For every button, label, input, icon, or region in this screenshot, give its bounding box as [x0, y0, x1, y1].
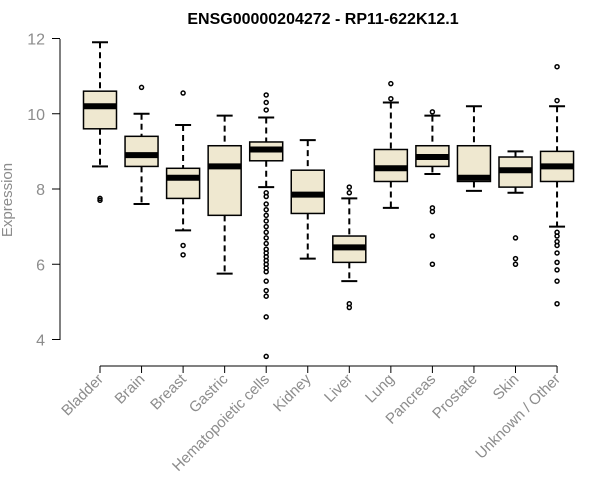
- box-group: [373, 80, 409, 209]
- outlier-point: [429, 233, 436, 239]
- y-axis-ticks: 4 6 8 10 12: [27, 32, 60, 350]
- chart-title: ENSG00000204272 - RP11-622K12.1: [187, 11, 458, 28]
- box-group: [290, 139, 325, 260]
- outlier-point: [263, 240, 269, 247]
- outlier-point: [263, 229, 269, 236]
- outlier-point: [554, 242, 560, 249]
- x-tick-label: Breast: [147, 370, 190, 413]
- x-tick-label: Prostate: [429, 371, 481, 423]
- x-tick-label: Bladder: [58, 371, 107, 420]
- outlier-point: [263, 193, 269, 200]
- outlier-point: [554, 97, 560, 104]
- x-tick-label: Skin: [490, 371, 523, 404]
- x-tick-label: Kidney: [270, 370, 315, 415]
- outlier-point: [554, 233, 560, 239]
- box-group: [456, 105, 492, 192]
- outlier-point: [180, 242, 186, 249]
- box-group: [498, 150, 533, 267]
- outlier-point: [263, 218, 269, 224]
- y-axis-label: Expression: [0, 163, 16, 237]
- outlier-point: [554, 250, 560, 256]
- box-group: [248, 92, 284, 360]
- box-group: [82, 41, 118, 204]
- outlier-point: [429, 261, 436, 267]
- outlier-point: [263, 293, 269, 299]
- outlier-point: [263, 278, 269, 284]
- y-tick-label: 4: [36, 333, 45, 350]
- outlier-point: [554, 301, 560, 307]
- outlier-point: [346, 304, 353, 311]
- outlier-point: [346, 184, 353, 190]
- outlier-point: [429, 208, 436, 215]
- outlier-point: [263, 269, 269, 275]
- outlier-point: [512, 261, 519, 267]
- outlier-point: [388, 95, 394, 102]
- x-tick-label: Lung: [362, 371, 398, 407]
- outlier-point: [263, 314, 269, 320]
- outlier-point: [263, 353, 269, 360]
- outlier-point: [263, 212, 269, 219]
- x-tick-label: Liver: [321, 371, 356, 406]
- outlier-point: [97, 195, 103, 202]
- outlier-point: [263, 206, 269, 213]
- outlier-point: [180, 252, 186, 258]
- box-group: [332, 184, 367, 311]
- outlier-point: [388, 80, 394, 87]
- box-group: [207, 114, 242, 275]
- outlier-point: [554, 259, 560, 266]
- box: [82, 90, 118, 130]
- outlier-point: [263, 92, 269, 98]
- box: [165, 167, 201, 200]
- outlier-point: [346, 190, 353, 196]
- box-group: [165, 90, 201, 258]
- outlier-point: [429, 109, 436, 115]
- outlier-point: [138, 84, 145, 91]
- y-tick-label: 10: [27, 107, 45, 124]
- y-tick-label: 8: [36, 182, 45, 199]
- outlier-point: [180, 90, 186, 96]
- outlier-point: [554, 63, 560, 70]
- outlier-point: [263, 223, 269, 230]
- outlier-point: [554, 278, 560, 284]
- box-group: [539, 63, 575, 307]
- box: [207, 144, 242, 217]
- outlier-point: [554, 267, 560, 273]
- box-group: [124, 84, 159, 206]
- box-group: [415, 109, 450, 267]
- box: [124, 135, 159, 168]
- y-tick-label: 6: [36, 257, 45, 274]
- outlier-point: [263, 99, 269, 106]
- outlier-point: [512, 255, 519, 262]
- outlier-point: [263, 107, 269, 113]
- x-tick-label: Brain: [112, 371, 149, 408]
- box-plots: [82, 41, 575, 360]
- outlier-point: [263, 287, 269, 294]
- outlier-point: [263, 235, 269, 241]
- outlier-point: [263, 201, 269, 207]
- y-tick-label: 12: [27, 32, 45, 49]
- outlier-point: [512, 235, 519, 241]
